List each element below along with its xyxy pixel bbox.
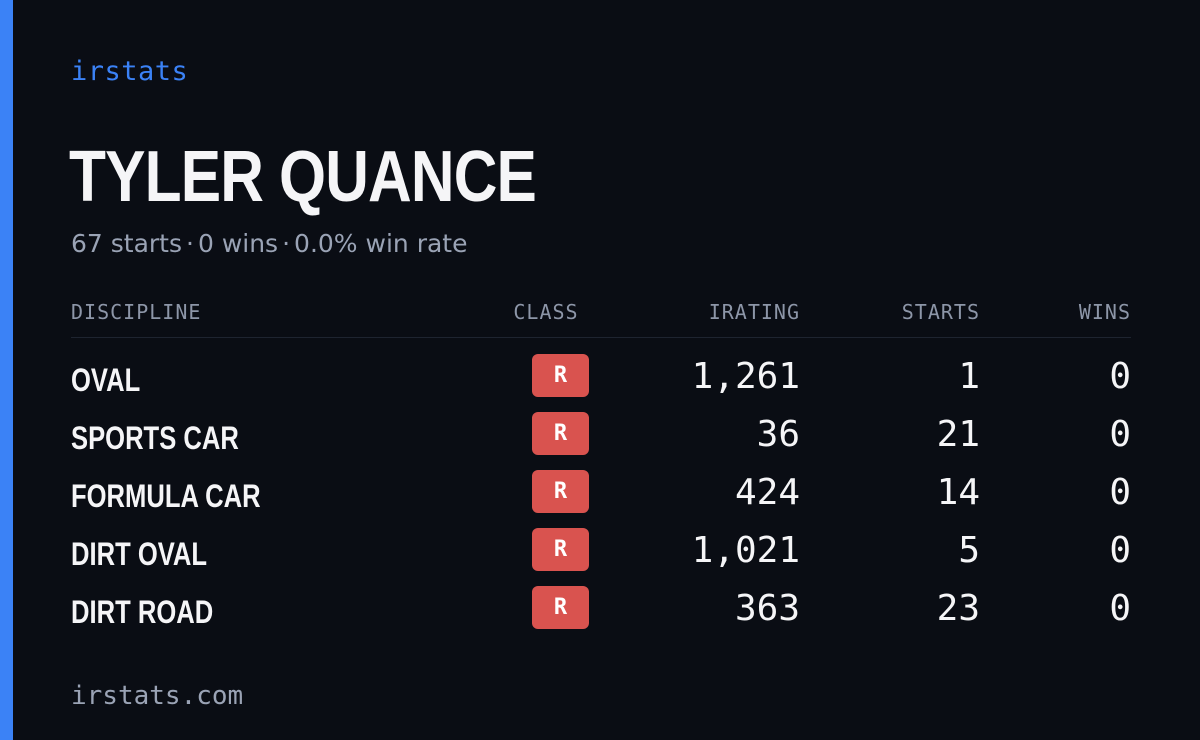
license-class-badge: R: [532, 586, 589, 629]
starts-summary: 67 starts: [71, 229, 183, 258]
license-class-badge: R: [532, 354, 589, 397]
separator: ·: [186, 229, 194, 258]
license-class-badge: R: [532, 470, 589, 513]
separator: ·: [282, 229, 291, 258]
discipline-name: OVAL: [71, 362, 141, 398]
wins-value: 0: [1109, 530, 1131, 571]
starts-value: 14: [936, 472, 980, 513]
accent-bar: [0, 0, 13, 740]
table-header: DISCIPLINE CLASS IRATING STARTS WINS: [71, 300, 1131, 338]
discipline-table: OVAL R 1,261 1 0 SPORTS CAR R 36 21 0 FO…: [71, 350, 1131, 640]
driver-name: TYLER QUANCE: [69, 137, 537, 217]
header-irating: IRATING: [708, 300, 800, 324]
driver-summary: 67 starts · 0 wins · 0.0% win rate: [71, 229, 467, 258]
irating-value: 1,021: [691, 530, 800, 571]
irating-value: 363: [734, 588, 800, 629]
license-class-badge: R: [532, 412, 589, 455]
footer-url: irstats.com: [71, 681, 244, 711]
table-row: DIRT ROAD R 363 23 0: [71, 582, 1131, 640]
wins-value: 0: [1109, 356, 1131, 397]
discipline-name: DIRT OVAL: [71, 536, 208, 572]
discipline-name: DIRT ROAD: [71, 594, 214, 630]
table-row: OVAL R 1,261 1 0: [71, 350, 1131, 408]
wins-summary: 0 wins: [197, 229, 279, 258]
header-class: CLASS: [513, 300, 579, 324]
starts-value: 1: [958, 356, 980, 397]
table-row: FORMULA CAR R 424 14 0: [71, 466, 1131, 524]
header-discipline: DISCIPLINE: [71, 300, 202, 324]
brand-logo: irstats: [71, 56, 189, 87]
irating-value: 1,261: [691, 356, 800, 397]
table-row: DIRT OVAL R 1,021 5 0: [71, 524, 1131, 582]
header-starts: STARTS: [901, 300, 980, 324]
header-wins: WINS: [1078, 300, 1131, 324]
discipline-name: FORMULA CAR: [71, 478, 261, 514]
table-row: SPORTS CAR R 36 21 0: [71, 408, 1131, 466]
starts-value: 5: [958, 530, 980, 571]
starts-value: 21: [936, 414, 980, 455]
license-class-badge: R: [532, 528, 589, 571]
wins-value: 0: [1109, 588, 1131, 629]
discipline-name: SPORTS CAR: [71, 420, 239, 456]
wins-value: 0: [1109, 472, 1131, 513]
wins-value: 0: [1109, 414, 1131, 455]
irating-value: 424: [734, 472, 800, 513]
starts-value: 23: [936, 588, 980, 629]
win-rate-summary: 0.0% win rate: [294, 229, 468, 258]
irating-value: 36: [756, 414, 800, 455]
